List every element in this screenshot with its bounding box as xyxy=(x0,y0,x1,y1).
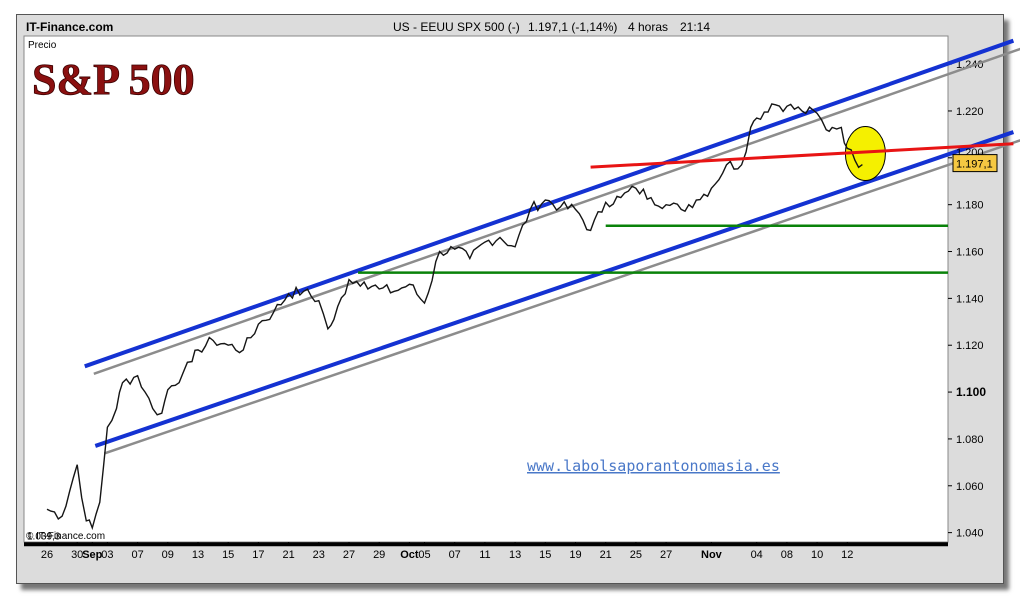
x-tick-label: 21 xyxy=(600,549,612,561)
plot-area xyxy=(23,35,949,543)
y-tick-label: 1.160 xyxy=(956,247,984,259)
x-tick-label: 21 xyxy=(282,549,294,561)
upper-channel-line xyxy=(84,38,1015,369)
time-label: 21:14 xyxy=(680,20,710,34)
x-tick-label: Oct xyxy=(400,549,419,561)
x-tick-label: 27 xyxy=(343,549,355,561)
x-tick-label: 12 xyxy=(841,549,853,561)
x-tick-label: 05 xyxy=(418,549,430,561)
x-tick-label: 03 xyxy=(101,549,113,561)
x-tick-label: Sep xyxy=(82,549,102,561)
y-tick-label: 1.120 xyxy=(956,340,984,352)
x-tick-label: 13 xyxy=(192,549,204,561)
x-tick-label: 26 xyxy=(41,549,53,561)
x-tick-label: 09 xyxy=(162,549,174,561)
x-tick-label: 10 xyxy=(811,549,823,561)
x-tick-label: 29 xyxy=(373,549,385,561)
footer-copyright: © IT-Finance.com xyxy=(26,531,105,542)
y-tick-label: 1.100 xyxy=(956,385,986,399)
y-tick-label: 1.080 xyxy=(956,434,984,446)
timeframe-label: 4 horas xyxy=(628,20,668,34)
y-tick-label: 1.140 xyxy=(956,293,984,305)
chart-title: S&P 500 xyxy=(32,55,195,104)
y-tick-label: 1.220 xyxy=(956,106,984,118)
y-tick-label: 1.180 xyxy=(956,200,984,212)
y-axis-label: Precio xyxy=(28,40,57,51)
lower-channel-shadow xyxy=(103,139,1020,455)
support-level-label: 1.039,3 xyxy=(27,531,61,542)
lower-channel-line xyxy=(94,130,1015,448)
x-tick-label: Nov xyxy=(701,549,723,561)
x-tick-label: 17 xyxy=(252,549,264,561)
instrument-label: US - EEUU SPX 500 (-) xyxy=(393,20,520,34)
x-tick-label: 19 xyxy=(569,549,581,561)
x-tick-label: 13 xyxy=(509,549,521,561)
x-tick-label: 25 xyxy=(630,549,642,561)
quote-label: 1.197,1 (-1,14%) xyxy=(528,20,617,34)
price-line xyxy=(46,103,863,531)
x-tick-label: 15 xyxy=(222,549,234,561)
x-tick-label: 27 xyxy=(660,549,672,561)
x-tick-label: 23 xyxy=(313,549,325,561)
y-tick-label: 1.060 xyxy=(956,481,984,493)
last-price-box xyxy=(952,154,998,173)
y-tick-label: 1.040 xyxy=(956,528,984,540)
brand-label: IT-Finance.com xyxy=(26,20,113,34)
x-tick-label: 15 xyxy=(539,549,551,561)
x-tick-label: 04 xyxy=(751,549,763,561)
last-price-label: 1.197,1 xyxy=(956,159,993,171)
x-tick-label: 07 xyxy=(131,549,143,561)
x-tick-label: 30 xyxy=(71,549,83,561)
x-tick-label: 11 xyxy=(479,549,490,561)
red-trendline xyxy=(590,142,1014,169)
x-tick-label: 08 xyxy=(781,549,793,561)
x-tick-label: 07 xyxy=(449,549,461,561)
watermark-url[interactable]: www.labolsaporantonomasia.es xyxy=(527,457,780,475)
upper-channel-shadow xyxy=(93,47,1020,375)
